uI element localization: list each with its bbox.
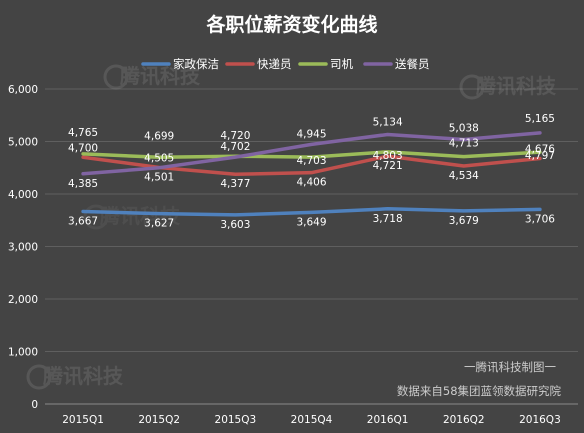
data-label: 4,945 <box>296 128 326 140</box>
data-point <box>462 155 465 158</box>
x-tick-label: 2015Q3 <box>215 414 257 426</box>
legend-label: 家政保洁 <box>173 57 219 71</box>
data-point <box>462 138 465 141</box>
svg-text:腾讯科技: 腾讯科技 <box>43 364 124 388</box>
data-point <box>539 132 541 134</box>
data-point <box>462 165 465 167</box>
x-tick-label: 2015Q4 <box>291 414 333 426</box>
axis-layer: 0 1,000 2,000 3,000 4,000 5,000 6,000 2015Q1 201… <box>8 84 578 426</box>
y-tick-label: 3,000 <box>8 242 38 254</box>
data-point <box>386 208 389 210</box>
data-label: 4,702 <box>220 141 250 153</box>
y-tick-label: 4,000 <box>8 189 38 201</box>
data-point <box>234 156 237 158</box>
watermark: 腾讯科技 <box>103 64 201 90</box>
y-tick-label: 0 <box>31 399 38 411</box>
y-tick-label: 6,000 <box>8 84 38 96</box>
y-tick-label: 1,000 <box>8 347 38 359</box>
x-tick-label: 2016Q3 <box>519 414 561 426</box>
data-point <box>234 173 237 176</box>
data-point <box>82 156 84 159</box>
data-point <box>234 214 237 216</box>
data-label: 3,718 <box>373 213 403 225</box>
svg-text:腾讯科技: 腾讯科技 <box>476 74 557 98</box>
data-point <box>539 157 541 160</box>
data-point <box>158 156 161 159</box>
data-label: 4,406 <box>296 177 326 189</box>
legend-label: 司机 <box>330 57 353 71</box>
data-point <box>82 153 84 155</box>
data-label: 4,534 <box>449 170 479 182</box>
label-layer: 3,667 3,627 3,603 3,649 3,718 3,679 3,706 4,700… <box>68 113 555 231</box>
data-point <box>386 151 389 153</box>
y-tick-label: 2,000 <box>8 294 38 306</box>
data-label: 4,505 <box>144 152 174 164</box>
data-label: 4,721 <box>373 160 403 172</box>
legend-label: 快递员 <box>257 57 292 71</box>
svg-text:腾讯科技: 腾讯科技 <box>120 64 201 88</box>
annotation-source: 数据来自58集团蓝领数据研究院 <box>397 384 562 398</box>
legend-label: 送餐员 <box>395 57 430 71</box>
line-layer <box>81 131 542 217</box>
data-point <box>539 151 541 153</box>
data-label: 3,603 <box>220 219 250 231</box>
data-label: 4,700 <box>68 142 98 154</box>
data-label: 5,134 <box>373 116 403 128</box>
legend: 家政保洁 快递员 司机 送餐员 <box>141 57 430 71</box>
x-tick-label: 2016Q1 <box>367 414 409 426</box>
data-label: 4,385 <box>68 178 98 190</box>
data-point <box>386 133 389 136</box>
y-tick-label: 5,000 <box>8 137 38 149</box>
data-point <box>310 171 313 174</box>
data-label: 3,627 <box>144 218 174 230</box>
data-point <box>462 210 465 212</box>
data-label: 4,803 <box>373 150 403 162</box>
x-tick-label: 2015Q2 <box>138 414 180 426</box>
data-point <box>82 172 84 175</box>
data-label: 5,165 <box>525 113 555 125</box>
data-label: 3,667 <box>68 215 98 227</box>
data-label: 4,797 <box>525 150 555 162</box>
annotation-credit: 一腾讯科技制图一 <box>464 360 556 374</box>
watermark: 腾讯科技 <box>26 364 124 390</box>
data-label: 4,676 <box>525 144 555 156</box>
data-point <box>158 166 161 169</box>
svg-text:腾讯科技: 腾讯科技 <box>100 204 181 228</box>
data-label: 4,377 <box>220 178 250 190</box>
data-label: 3,706 <box>525 213 555 225</box>
x-tick-label: 2016Q2 <box>443 414 485 426</box>
data-point <box>310 143 313 146</box>
data-label: 4,720 <box>220 130 250 142</box>
watermark: 腾讯科技 <box>83 204 181 230</box>
data-point <box>158 212 161 215</box>
x-tick-label: 2015Q1 <box>62 414 104 426</box>
data-point <box>310 211 313 214</box>
data-label: 4,765 <box>68 127 98 139</box>
data-point <box>386 155 389 157</box>
watermark: 腾讯科技 <box>459 74 557 100</box>
data-label: 4,713 <box>449 138 479 150</box>
data-point <box>539 208 541 211</box>
data-label: 5,038 <box>449 123 479 135</box>
data-label: 3,679 <box>449 215 479 227</box>
chart-title: 各职位薪资变化曲线 <box>205 13 377 36</box>
data-point <box>310 156 313 158</box>
data-label: 4,699 <box>144 130 174 142</box>
data-label: 3,649 <box>296 216 326 228</box>
data-label: 4,501 <box>144 172 174 184</box>
data-point <box>82 210 84 213</box>
data-label: 4,703 <box>296 155 326 167</box>
